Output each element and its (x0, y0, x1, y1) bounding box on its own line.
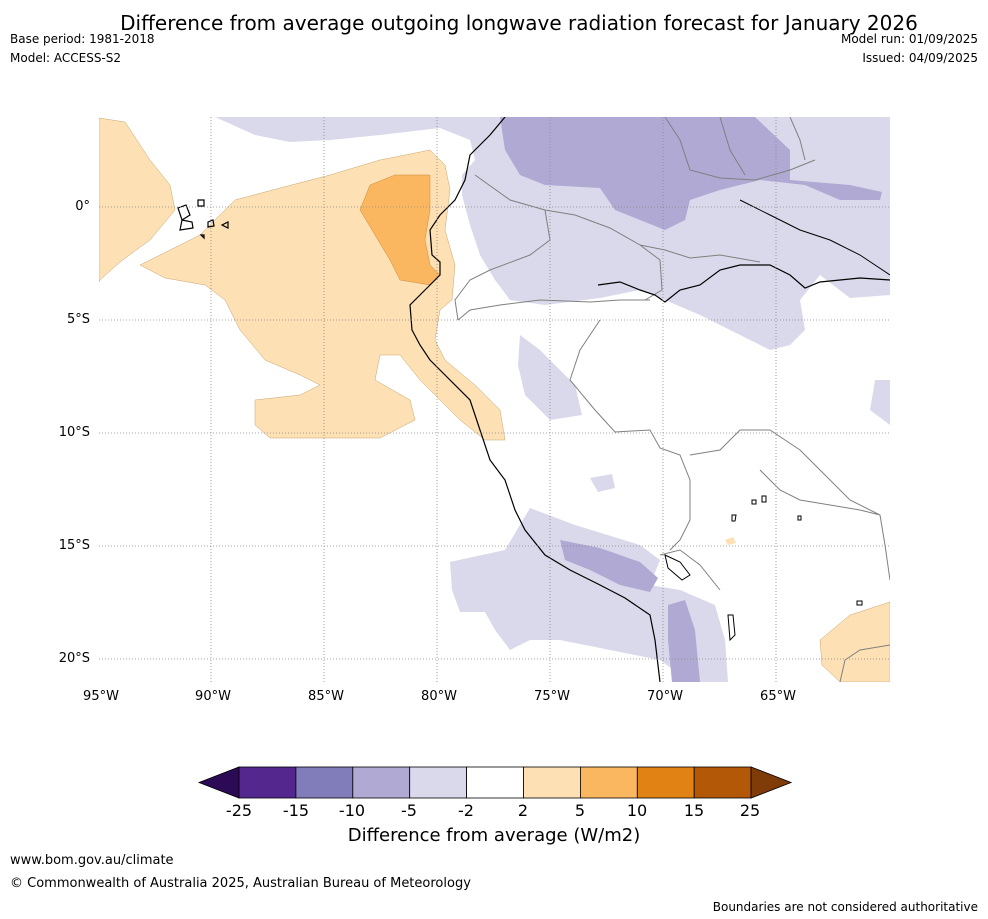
positive-anomaly-region-southeast (819, 601, 890, 682)
moderate-negative-region-north (500, 117, 882, 230)
moderate-negative-region-andes (668, 600, 700, 682)
colorbar-swatch (636, 766, 695, 799)
disclaimer-text: Boundaries are not considered authoritat… (712, 900, 978, 914)
bolivia-lakes (727, 495, 863, 642)
lon-label-85w: 85°W (308, 689, 344, 704)
negative-anomaly-region-south (450, 508, 728, 682)
colorbar-swatch (523, 766, 581, 799)
issued-label: Issued: 04/09/2025 (862, 51, 978, 65)
lon-label-80w: 80°W (421, 689, 457, 704)
colorbar-tick: 15 (683, 801, 705, 820)
lat-label-20s: 20°S (58, 651, 90, 666)
colorbar-swatch (295, 766, 354, 799)
amazon-river (597, 264, 890, 303)
galapagos-islands (177, 199, 229, 240)
colorbar-units-label: Difference from average (W/m2) (347, 825, 641, 846)
lon-label-75w: 75°W (534, 689, 570, 704)
country-borders (454, 117, 890, 682)
lat-label-5s: 5°S (66, 312, 90, 327)
graticule (99, 117, 890, 682)
colorbar-tick: 2 (517, 801, 529, 820)
lon-label-70w: 70°W (647, 689, 683, 704)
moderate-negative-region-south (560, 540, 658, 592)
chart-title: Difference from average outgoing longwav… (120, 11, 918, 35)
positive-anomaly-region-spot (725, 537, 736, 545)
base-period-label: Base period: 1981-2018 (10, 32, 155, 46)
website-link[interactable]: www.bom.gov.au/climate (10, 853, 174, 868)
lon-label-90w: 90°W (195, 689, 231, 704)
colorbar-extension-low (197, 766, 240, 799)
lat-label-10s: 10°S (58, 425, 90, 440)
negative-anomaly-region-east (870, 380, 890, 425)
colorbar-tick: -25 (225, 801, 253, 820)
coastline (409, 117, 661, 682)
lake-titicaca (664, 554, 691, 581)
colorbar-tick: 5 (574, 801, 586, 820)
colorbar-swatch (466, 766, 524, 799)
negative-anomaly-region-central (518, 335, 582, 420)
colorbar-tick: -10 (338, 801, 366, 820)
colorbar-tick: -5 (401, 801, 417, 820)
colorbar-tick: -2 (458, 801, 474, 820)
colorbar-tick: 10 (626, 801, 648, 820)
model-run-label: Model run: 01/09/2025 (840, 32, 978, 46)
colorbar-swatch (352, 766, 411, 799)
lon-label-65w: 65°W (760, 689, 796, 704)
lon-label-95w: 95°W (83, 689, 119, 704)
anomaly-layer (99, 117, 890, 682)
copyright-text: © Commonwealth of Australia 2025, Austra… (10, 876, 471, 891)
colorbar (197, 766, 793, 799)
colorbar-swatch (238, 766, 297, 799)
colorbar-extension-high (750, 766, 793, 799)
colorbar-swatch (693, 766, 752, 799)
colorbar-swatch (409, 766, 468, 799)
colorbar-tick: 25 (739, 801, 761, 820)
negative-anomaly-region-spot (590, 474, 615, 492)
river-secondary (739, 199, 890, 276)
colorbar-tick: -15 (282, 801, 310, 820)
colorbar-swatch (580, 766, 638, 799)
model-label: Model: ACCESS-S2 (10, 51, 122, 65)
lat-label-0: 0° (75, 199, 90, 214)
lat-label-15s: 15°S (58, 538, 90, 553)
